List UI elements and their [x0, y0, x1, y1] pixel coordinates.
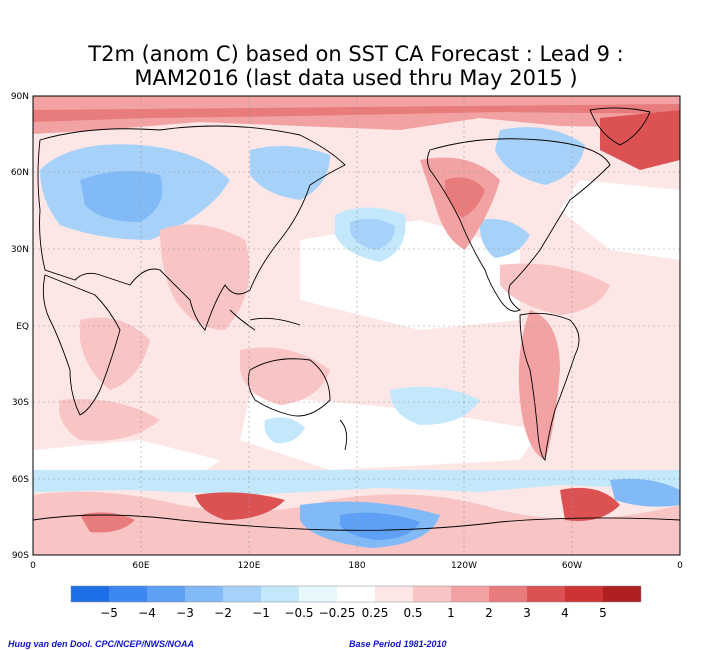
colorbar-label: −0.5 — [284, 606, 313, 620]
colorbar-swatch — [223, 586, 261, 602]
lat-label: 60N — [11, 168, 29, 178]
zone-india-warm — [160, 224, 250, 330]
lon-label: 120W — [451, 561, 477, 571]
colorbar-swatch — [337, 586, 375, 602]
zone-tasman-cool — [264, 417, 305, 444]
colorbar-swatch — [109, 586, 147, 602]
chart-title-line2: MAM2016 (last data used thru May 2015 ) — [134, 66, 578, 90]
colorbar-label: −5 — [100, 606, 118, 620]
lat-label: 60S — [12, 475, 29, 485]
colorbar-label: 2 — [485, 606, 493, 620]
zone-spacific-cool — [390, 386, 480, 425]
zone-alaska-warm-core — [445, 177, 485, 218]
colorbar: −5 −4 −3 −2 −1 −0.5 −0.25 0.25 0.5 1 2 3 4 5 — [70, 585, 642, 620]
credit-author: Huug van den Dool. CPC/NCEP/NWS/NOAA — [8, 639, 195, 649]
colorbar-label: −0.25 — [319, 606, 356, 620]
zone-siberia-cool — [250, 146, 330, 200]
colorbar-swatch — [71, 586, 109, 602]
zone-samerica-warm — [518, 310, 560, 460]
colorbar-label: 1 — [447, 606, 455, 620]
coastlines — [33, 107, 680, 531]
colorbar-label: −3 — [176, 606, 194, 620]
lat-label: EQ — [16, 322, 29, 332]
zone-australia-warm — [240, 347, 330, 405]
colorbar-swatch — [603, 586, 641, 602]
zone-neutral-atlantic — [560, 180, 680, 260]
lat-label: 30S — [12, 398, 29, 408]
zone-antarctic-cool-core — [340, 512, 420, 540]
indonesia-coast — [229, 309, 301, 331]
colorbar-swatch — [375, 586, 413, 602]
zone-mexico-warm — [500, 263, 610, 315]
colorbar-frame — [70, 585, 642, 603]
namerica-coast — [427, 138, 611, 312]
colorbar-label: 3 — [523, 606, 531, 620]
zone-sindian-warm — [59, 399, 160, 441]
zone-greenland-warm — [600, 110, 680, 170]
colorbar-swatch — [527, 586, 565, 602]
newzealand-coast — [339, 419, 348, 451]
colorbar-swatch — [261, 586, 299, 602]
australia-coast — [247, 358, 331, 417]
zone-antarctic-warm-a — [195, 492, 285, 520]
colorbar-swatch — [565, 586, 603, 602]
lon-label: 120E — [238, 561, 261, 571]
lon-axis: 0 60E 120E 180 120W 60W 0 — [30, 561, 683, 571]
lat-axis: 90N 60N 30N EQ 30S 60S 90S — [11, 92, 29, 561]
colorbar-label: 0.25 — [362, 606, 389, 620]
lon-label: 0 — [677, 561, 683, 571]
africa-coast — [42, 274, 121, 416]
colorbar-label: 4 — [561, 606, 569, 620]
zone-npacific-cool-core — [350, 218, 395, 250]
colorbar-label: −4 — [138, 606, 156, 620]
colorbar-label: −1 — [252, 606, 270, 620]
map-field — [33, 96, 680, 555]
colorbar-swatch — [451, 586, 489, 602]
zone-neutral-southern — [33, 440, 220, 475]
antarctica-coast — [33, 514, 680, 531]
colorbar-swatch — [147, 586, 185, 602]
colorbar-label: 5 — [599, 606, 607, 620]
zone-canada-cool — [495, 127, 585, 185]
colorbar-swatch — [185, 586, 223, 602]
zone-weddell-cool — [610, 478, 680, 507]
zone-usa-cool — [479, 219, 530, 258]
map-frame — [32, 95, 681, 556]
colorbar-swatch — [489, 586, 527, 602]
colorbar-label: 0.5 — [403, 606, 422, 620]
lon-label: 60E — [132, 561, 149, 571]
eurasia-coast — [37, 125, 346, 331]
lat-label: 90S — [12, 551, 29, 561]
lon-label: 60W — [562, 561, 582, 571]
colorbar-swatch — [299, 586, 337, 602]
zone-arctic-warm-core — [33, 104, 680, 122]
greenland-coast — [589, 107, 651, 146]
colorbar-swatch — [413, 586, 451, 602]
zone-eurasia-cool-core — [80, 171, 163, 222]
lat-label: 90N — [11, 92, 29, 102]
graticule — [33, 96, 680, 555]
zone-africa-warm — [80, 317, 150, 390]
lon-label: 0 — [30, 561, 36, 571]
lon-label: 180 — [348, 561, 365, 571]
zone-antarctic-warm-b — [560, 487, 620, 521]
zone-neutral-southpacific — [240, 395, 540, 470]
colorbar-label: −2 — [214, 606, 232, 620]
samerica-coast — [519, 312, 580, 461]
zone-southern-ocean-cool — [33, 470, 680, 495]
chart-title-line1: T2m (anom C) based on SST CA Forecast : … — [88, 42, 624, 66]
zone-antarctic-warm-c — [80, 512, 135, 533]
lat-label: 30N — [11, 245, 29, 255]
credit-base-period: Base Period 1981-2010 — [349, 639, 447, 649]
